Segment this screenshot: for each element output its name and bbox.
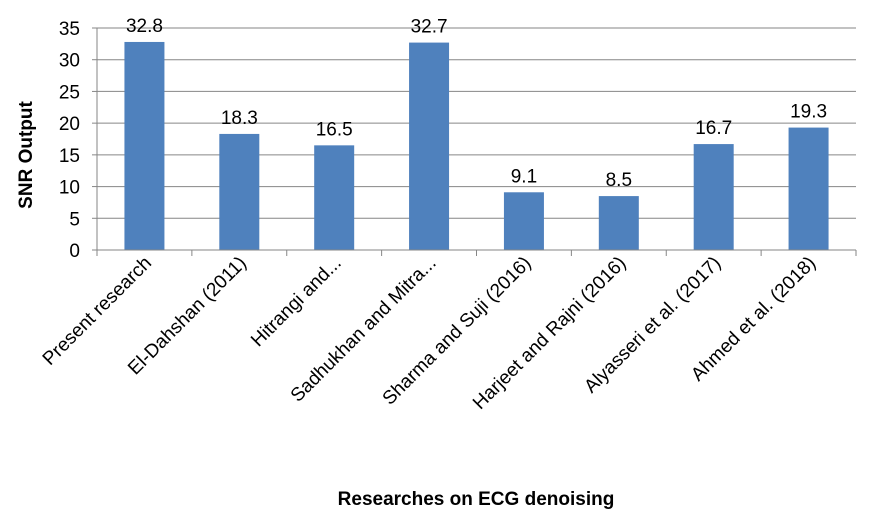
- bar: [598, 196, 639, 250]
- data-labels: 32.8 18.3 16.5 32.7 9.1 8.5 16.7 19.3: [126, 16, 827, 191]
- data-label: 16.5: [316, 119, 353, 140]
- bar: [409, 42, 450, 251]
- y-tick-label: 35: [59, 19, 80, 40]
- data-label: 18.3: [221, 108, 258, 129]
- data-label: 9.1: [511, 166, 537, 187]
- y-tick-label: 5: [69, 209, 80, 230]
- x-tick-label: Harjeet and Rajni (2016): [469, 253, 630, 414]
- bar: [693, 144, 734, 250]
- bar: [219, 133, 260, 250]
- y-axis-title: SNR Output: [16, 101, 37, 209]
- data-label: 19.3: [790, 102, 827, 123]
- bar: [314, 145, 355, 250]
- gridlines: [97, 27, 856, 219]
- x-axis-title: Researches on ECG denoising: [338, 489, 615, 510]
- data-label: 16.7: [695, 118, 732, 139]
- bar: [788, 127, 829, 250]
- data-label: 8.5: [606, 170, 632, 191]
- y-tick-label: 0: [69, 241, 80, 262]
- y-tick-label: 30: [59, 51, 80, 72]
- y-tick-label: 25: [59, 82, 80, 103]
- y-tick-labels: 0 5 10 15 20 25 30 35: [59, 19, 80, 262]
- axes: [92, 27, 857, 256]
- bar: [124, 41, 165, 250]
- y-tick-label: 10: [59, 178, 80, 199]
- bars: [124, 41, 829, 251]
- y-tick-label: 15: [59, 146, 80, 167]
- bar: [503, 192, 544, 250]
- y-tick-label: 20: [59, 114, 80, 135]
- x-tick-label: Hitrangi and...: [247, 253, 345, 351]
- data-label: 32.8: [126, 16, 163, 37]
- data-label: 32.7: [411, 17, 448, 38]
